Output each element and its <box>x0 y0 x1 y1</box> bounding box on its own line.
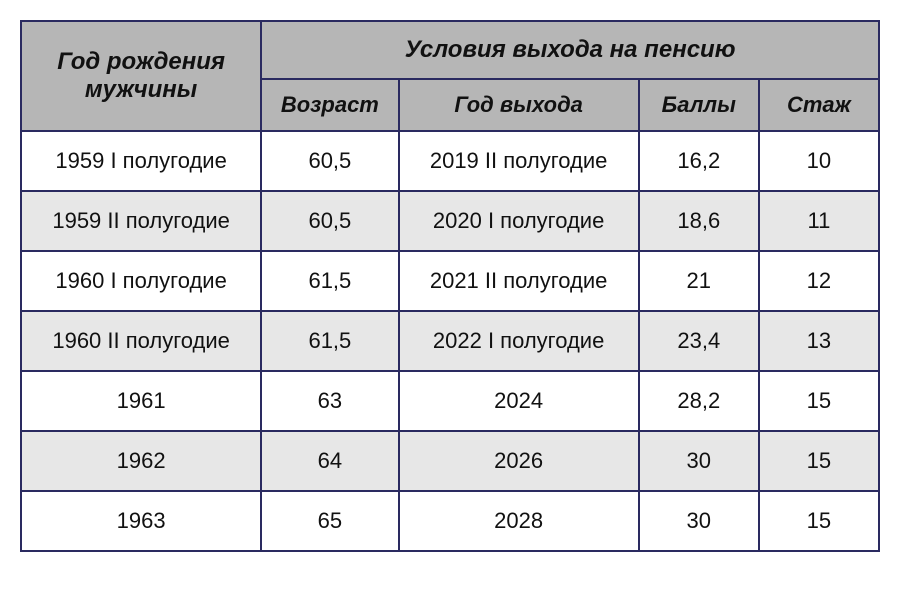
cell-birth: 1960 II полугодие <box>21 311 261 371</box>
header-conditions: Условия выхода на пенсию <box>261 21 879 79</box>
table-row: 19626420263015 <box>21 431 879 491</box>
cell-points: 23,4 <box>639 311 759 371</box>
cell-stage: 11 <box>759 191 879 251</box>
cell-age: 63 <box>261 371 398 431</box>
table-row: 1959 II полугодие60,52020 I полугодие18,… <box>21 191 879 251</box>
pension-table-container: Год рождения мужчины Условия выхода на п… <box>20 20 880 552</box>
header-points: Баллы <box>639 79 759 131</box>
cell-age: 60,5 <box>261 191 398 251</box>
header-exit-year: Год выхода <box>399 79 639 131</box>
cell-points: 30 <box>639 491 759 551</box>
header-stage: Стаж <box>759 79 879 131</box>
cell-stage: 10 <box>759 131 879 191</box>
pension-table: Год рождения мужчины Условия выхода на п… <box>20 20 880 552</box>
cell-stage: 13 <box>759 311 879 371</box>
cell-birth: 1960 I полугодие <box>21 251 261 311</box>
cell-stage: 15 <box>759 431 879 491</box>
cell-birth: 1963 <box>21 491 261 551</box>
table-row: 196163202428,215 <box>21 371 879 431</box>
cell-points: 18,6 <box>639 191 759 251</box>
cell-stage: 15 <box>759 371 879 431</box>
cell-age: 61,5 <box>261 251 398 311</box>
header-birth-year: Год рождения мужчины <box>21 21 261 131</box>
table-row: 1959 I полугодие60,52019 II полугодие16,… <box>21 131 879 191</box>
cell-stage: 12 <box>759 251 879 311</box>
cell-birth: 1961 <box>21 371 261 431</box>
cell-birth: 1959 I полугодие <box>21 131 261 191</box>
cell-points: 30 <box>639 431 759 491</box>
cell-exit: 2022 I полугодие <box>399 311 639 371</box>
header-age: Возраст <box>261 79 398 131</box>
cell-age: 65 <box>261 491 398 551</box>
cell-exit: 2019 II полугодие <box>399 131 639 191</box>
cell-points: 28,2 <box>639 371 759 431</box>
cell-birth: 1962 <box>21 431 261 491</box>
cell-points: 21 <box>639 251 759 311</box>
cell-age: 61,5 <box>261 311 398 371</box>
cell-birth: 1959 II полугодие <box>21 191 261 251</box>
cell-age: 60,5 <box>261 131 398 191</box>
cell-exit: 2021 II полугодие <box>399 251 639 311</box>
cell-stage: 15 <box>759 491 879 551</box>
table-row: 19636520283015 <box>21 491 879 551</box>
table-body: 1959 I полугодие60,52019 II полугодие16,… <box>21 131 879 551</box>
cell-points: 16,2 <box>639 131 759 191</box>
table-header: Год рождения мужчины Условия выхода на п… <box>21 21 879 131</box>
cell-exit: 2026 <box>399 431 639 491</box>
cell-exit: 2024 <box>399 371 639 431</box>
table-row: 1960 II полугодие61,52022 I полугодие23,… <box>21 311 879 371</box>
cell-exit: 2020 I полугодие <box>399 191 639 251</box>
table-row: 1960 I полугодие61,52021 II полугодие211… <box>21 251 879 311</box>
cell-exit: 2028 <box>399 491 639 551</box>
cell-age: 64 <box>261 431 398 491</box>
